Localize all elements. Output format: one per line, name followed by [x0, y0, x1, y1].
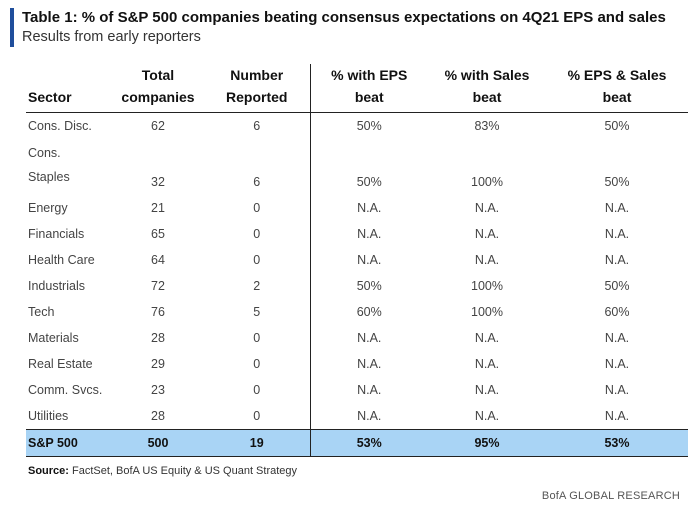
- table-row: Real Estate 29 0 N.A. N.A. N.A.: [26, 351, 688, 377]
- reported-cell: 0: [253, 357, 261, 371]
- eps-cell: 50%: [309, 273, 428, 299]
- reported-cell: 2: [253, 279, 261, 293]
- table-row: Financials 65 0 N.A. N.A. N.A.: [26, 221, 688, 247]
- eps-cell: N.A.: [309, 221, 428, 247]
- header-row: Sector Total companies Number Reported % w…: [26, 64, 688, 113]
- header-total-companies: Total companies: [112, 64, 204, 113]
- sales-cell: N.A.: [474, 383, 500, 397]
- total-sales-cell: 95%: [428, 429, 546, 457]
- sector-cell: Industrials: [28, 279, 85, 293]
- header-number-reported: Number Reported: [204, 64, 310, 113]
- both-cell: N.A.: [604, 383, 630, 397]
- sector-cell: Cons. Staples: [28, 146, 70, 184]
- eps-cell: N.A.: [309, 195, 428, 221]
- both-cell: N.A.: [604, 253, 630, 267]
- both-cell: N.A.: [604, 357, 630, 371]
- sales-cell: 83%: [474, 119, 500, 133]
- sales-cell: 100%: [471, 279, 503, 293]
- sales-cell: N.A.: [474, 227, 500, 241]
- source-note: Source: FactSet, BofA US Equity & US Qua…: [28, 465, 297, 477]
- total-total-cell: 500: [112, 429, 204, 457]
- sector-cell: Financials: [28, 227, 85, 241]
- table-row: Energy 21 0 N.A. N.A. N.A.: [26, 195, 688, 221]
- sector-cell: Utilities: [28, 409, 69, 423]
- table-row: Health Care 64 0 N.A. N.A. N.A.: [26, 247, 688, 273]
- both-cell: 50%: [604, 175, 630, 189]
- reported-cell: 5: [253, 305, 261, 319]
- sales-cell: N.A.: [474, 201, 500, 215]
- data-table: Sector Total companies Number Reported % w…: [26, 64, 688, 457]
- both-cell: N.A.: [604, 331, 630, 345]
- reported-cell: 0: [253, 253, 261, 267]
- sector-cell: Cons. Disc.: [28, 119, 92, 133]
- source-label: Source:: [28, 465, 69, 477]
- eps-cell: 50%: [309, 139, 428, 195]
- total-cell: 23: [151, 383, 165, 397]
- table-row: Comm. Svcs. 23 0 N.A. N.A. N.A.: [26, 377, 688, 403]
- header-eps-sales-beat: % EPS & Sales beat: [546, 64, 688, 113]
- table-row: Cons. Staples 32 6 50% 100% 50%: [26, 139, 688, 195]
- both-cell: N.A.: [604, 409, 630, 423]
- both-cell: 50%: [604, 119, 630, 133]
- total-eps-cell: 53%: [309, 429, 428, 457]
- total-cell: 76: [151, 305, 165, 319]
- both-cell: N.A.: [604, 227, 630, 241]
- both-cell: N.A.: [604, 201, 630, 215]
- table-row: Materials 28 0 N.A. N.A. N.A.: [26, 325, 688, 351]
- reported-cell: 6: [253, 175, 261, 189]
- sector-cell: Energy: [28, 201, 68, 215]
- eps-cell: 60%: [309, 299, 428, 325]
- total-cell: 29: [151, 357, 165, 371]
- table-row: Utilities 28 0 N.A. N.A. N.A.: [26, 403, 688, 430]
- brand-footer: BofA GLOBAL RESEARCH: [541, 490, 680, 502]
- sector-cell: Comm. Svcs.: [28, 383, 103, 397]
- both-cell: 60%: [604, 305, 630, 319]
- reported-cell: 0: [253, 331, 261, 345]
- total-cell: 28: [151, 331, 165, 345]
- table-title: Table 1: % of S&P 500 companies beating …: [22, 9, 666, 26]
- table-row: Industrials 72 2 50% 100% 50%: [26, 273, 688, 299]
- sales-cell: 100%: [471, 305, 503, 319]
- total-cell: 32: [151, 175, 165, 189]
- sales-cell: N.A.: [474, 253, 500, 267]
- total-cell: 62: [151, 119, 165, 133]
- sector-cell: Materials: [28, 331, 79, 345]
- both-cell: 50%: [604, 279, 630, 293]
- total-cell: 65: [151, 227, 165, 241]
- table-row: Tech 76 5 60% 100% 60%: [26, 299, 688, 325]
- eps-cell: N.A.: [309, 247, 428, 273]
- total-cell: 28: [151, 409, 165, 423]
- eps-cell: N.A.: [309, 377, 428, 403]
- reported-cell: 0: [253, 227, 261, 241]
- sales-cell: N.A.: [474, 331, 500, 345]
- sector-cell: Tech: [28, 305, 55, 319]
- sales-cell: N.A.: [474, 409, 500, 423]
- total-cell: 64: [151, 253, 165, 267]
- sales-cell: 100%: [471, 175, 503, 189]
- reported-cell: 0: [253, 383, 261, 397]
- table-subtitle: Results from early reporters: [22, 29, 201, 45]
- header-sales-beat: % with Sales beat: [428, 64, 546, 113]
- reported-cell: 0: [253, 409, 261, 423]
- total-cell: 21: [151, 201, 165, 215]
- reported-cell: 6: [253, 119, 261, 133]
- sales-cell: N.A.: [474, 357, 500, 371]
- eps-cell: N.A.: [309, 403, 428, 430]
- eps-cell: N.A.: [309, 351, 428, 377]
- total-row: S&P 500 500 19 53% 95% 53%: [26, 429, 688, 457]
- title-block: Table 1: % of S&P 500 companies beating …: [10, 8, 666, 47]
- sector-cell: Real Estate: [28, 357, 93, 371]
- eps-cell: N.A.: [309, 325, 428, 351]
- table-row: Cons. Disc. 62 6 50% 83% 50%: [26, 112, 688, 139]
- eps-cell: 50%: [309, 112, 428, 139]
- header-eps-beat: % with EPS beat: [309, 64, 428, 113]
- source-text: FactSet, BofA US Equity & US Quant Strat…: [68, 465, 298, 477]
- total-sector-cell: S&P 500: [26, 429, 112, 457]
- reported-cell: 0: [253, 201, 261, 215]
- total-cell: 72: [151, 279, 165, 293]
- sector-cell: Health Care: [28, 253, 95, 267]
- header-sector: Sector: [26, 64, 112, 113]
- total-reported-cell: 19: [204, 429, 310, 457]
- total-both-cell: 53%: [546, 429, 688, 457]
